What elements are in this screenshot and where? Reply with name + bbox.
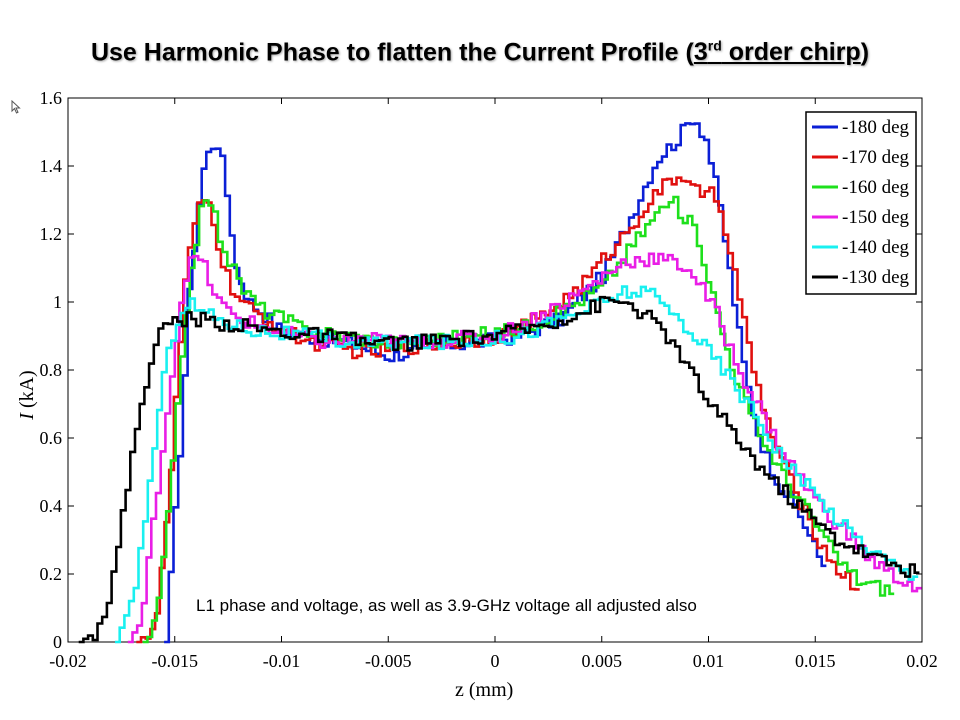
series-line-140deg (115, 285, 919, 644)
title-tail: order chirp (721, 38, 861, 67)
x-tick-label: 0.005 (582, 651, 623, 671)
y-tick-label: 0.8 (40, 360, 63, 380)
legend-box (805, 111, 917, 295)
series-line-170deg (136, 176, 860, 644)
plot-area (67, 97, 923, 643)
x-axis-label: z (mm) (455, 679, 513, 701)
legend-entry: -170 deg (842, 147, 910, 168)
y-tick-label: 0.2 (40, 564, 63, 584)
legend: -180 deg -170 deg -160 deg -150 deg -140 deg… (805, 111, 917, 295)
y-tick-label: 0 (53, 632, 62, 652)
legend-entry: -130 deg (842, 267, 910, 288)
ticks-group: -0.02 -0.015 -0.01 -0.005 0 0.005 0.01 0.015 0.0… (40, 88, 938, 671)
title-underlined: 3rd order chirp (694, 38, 861, 66)
y-tick-label: 0.6 (40, 428, 63, 448)
x-tick-label: 0.02 (906, 651, 938, 671)
y-tick-label: 1.2 (40, 224, 63, 244)
title-end: ) (860, 38, 870, 67)
x-tick-label: -0.02 (49, 651, 87, 671)
legend-entry: -160 deg (842, 177, 910, 198)
mouse-cursor-icon (11, 100, 21, 114)
x-tick-label: -0.015 (152, 651, 199, 671)
y-axis-label-italic: I (16, 412, 38, 421)
y-tick-label: 1.6 (40, 88, 63, 108)
title-superscript: rd (707, 38, 722, 54)
y-tick-label: 1 (53, 292, 62, 312)
x-tick-label: 0.015 (795, 651, 836, 671)
x-tick-label: 0 (491, 651, 500, 671)
legend-entry: -140 deg (842, 237, 910, 258)
x-tick-label: -0.01 (263, 651, 301, 671)
y-tick-label: 1.4 (40, 156, 63, 176)
slide-title: Use Harmonic Phase to flatten the Curren… (0, 38, 960, 67)
title-main: Use Harmonic Phase to flatten the Curren… (90, 38, 694, 67)
series-line-130deg (78, 295, 920, 644)
chart-annotation: L1 phase and voltage, as well as 3.9-GHz… (196, 596, 697, 615)
y-tick-label: 0.4 (40, 496, 63, 516)
title-number: 3 (693, 38, 708, 67)
legend-entry: -150 deg (842, 207, 910, 228)
series-line-150deg (127, 252, 922, 644)
y-axis-label-rest: (kA) (16, 370, 38, 413)
x-tick-label: 0.01 (693, 651, 725, 671)
y-axis-label: I (kA) (16, 370, 38, 420)
x-tick-label: -0.005 (365, 651, 412, 671)
series-group (78, 122, 922, 644)
legend-entry: -180 deg (842, 117, 910, 138)
